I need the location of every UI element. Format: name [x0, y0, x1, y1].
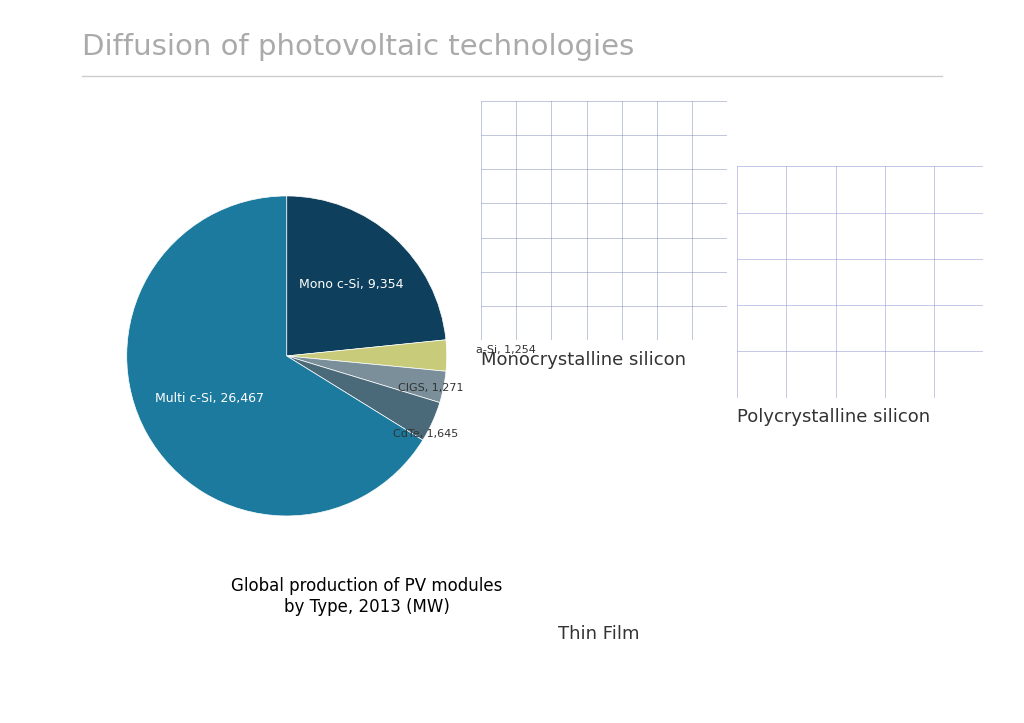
Text: Mono c-Si, 9,354: Mono c-Si, 9,354 [299, 278, 403, 291]
Text: Monocrystalline silicon: Monocrystalline silicon [481, 351, 686, 369]
Text: Multi c-Si, 26,467: Multi c-Si, 26,467 [156, 393, 264, 406]
Text: Global production of PV modules
by Type, 2013 (MW): Global production of PV modules by Type,… [231, 577, 503, 615]
Text: CIGS, 1,271: CIGS, 1,271 [398, 382, 464, 393]
Text: Thin Film: Thin Film [558, 625, 640, 643]
Text: CdTe, 1,645: CdTe, 1,645 [393, 429, 459, 439]
Text: Polycrystalline silicon: Polycrystalline silicon [737, 408, 931, 427]
Wedge shape [127, 196, 423, 516]
Text: Diffusion of photovoltaic technologies: Diffusion of photovoltaic technologies [82, 33, 634, 61]
Wedge shape [287, 196, 445, 356]
Wedge shape [287, 356, 446, 403]
Text: a-Si, 1,254: a-Si, 1,254 [475, 346, 536, 356]
Wedge shape [287, 340, 446, 372]
Wedge shape [287, 356, 439, 440]
